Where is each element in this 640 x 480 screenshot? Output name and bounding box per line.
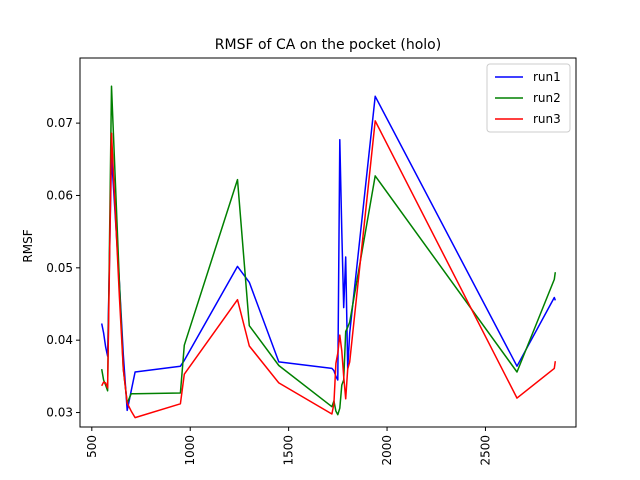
x-tick-label: 1000 [183, 435, 197, 466]
x-tick-label: 500 [85, 435, 99, 458]
plot-frame [79, 57, 577, 428]
x-tick-label: 2500 [478, 435, 492, 466]
y-tick-label: 0.03 [46, 406, 73, 420]
series-line-run1 [100, 95, 557, 412]
y-tick-label: 0.07 [46, 116, 73, 130]
plot-lines [100, 85, 557, 419]
x-tick-label: 2000 [380, 435, 394, 466]
x-tick-label: 1500 [282, 435, 296, 466]
legend-label-run2: run2 [533, 91, 561, 105]
axes-ticks: 500 1000 1500 2000 2500 0.03 0.04 0.05 0.06 0.07 [46, 116, 492, 465]
y-tick-label: 0.06 [46, 188, 73, 202]
y-tick-label: 0.05 [46, 261, 73, 275]
y-axis-label: RMSF [21, 229, 35, 262]
legend-label-run3: run3 [533, 112, 561, 126]
series-line-run2 [100, 85, 557, 416]
y-tick-label: 0.04 [46, 333, 73, 347]
chart-title: RMSF of CA on the pocket (holo) [215, 37, 441, 53]
legend: run1 run2 run3 [486, 63, 571, 133]
series-line-run3 [101, 120, 557, 419]
legend-box [486, 63, 571, 133]
legend-label-run1: run1 [533, 70, 561, 84]
